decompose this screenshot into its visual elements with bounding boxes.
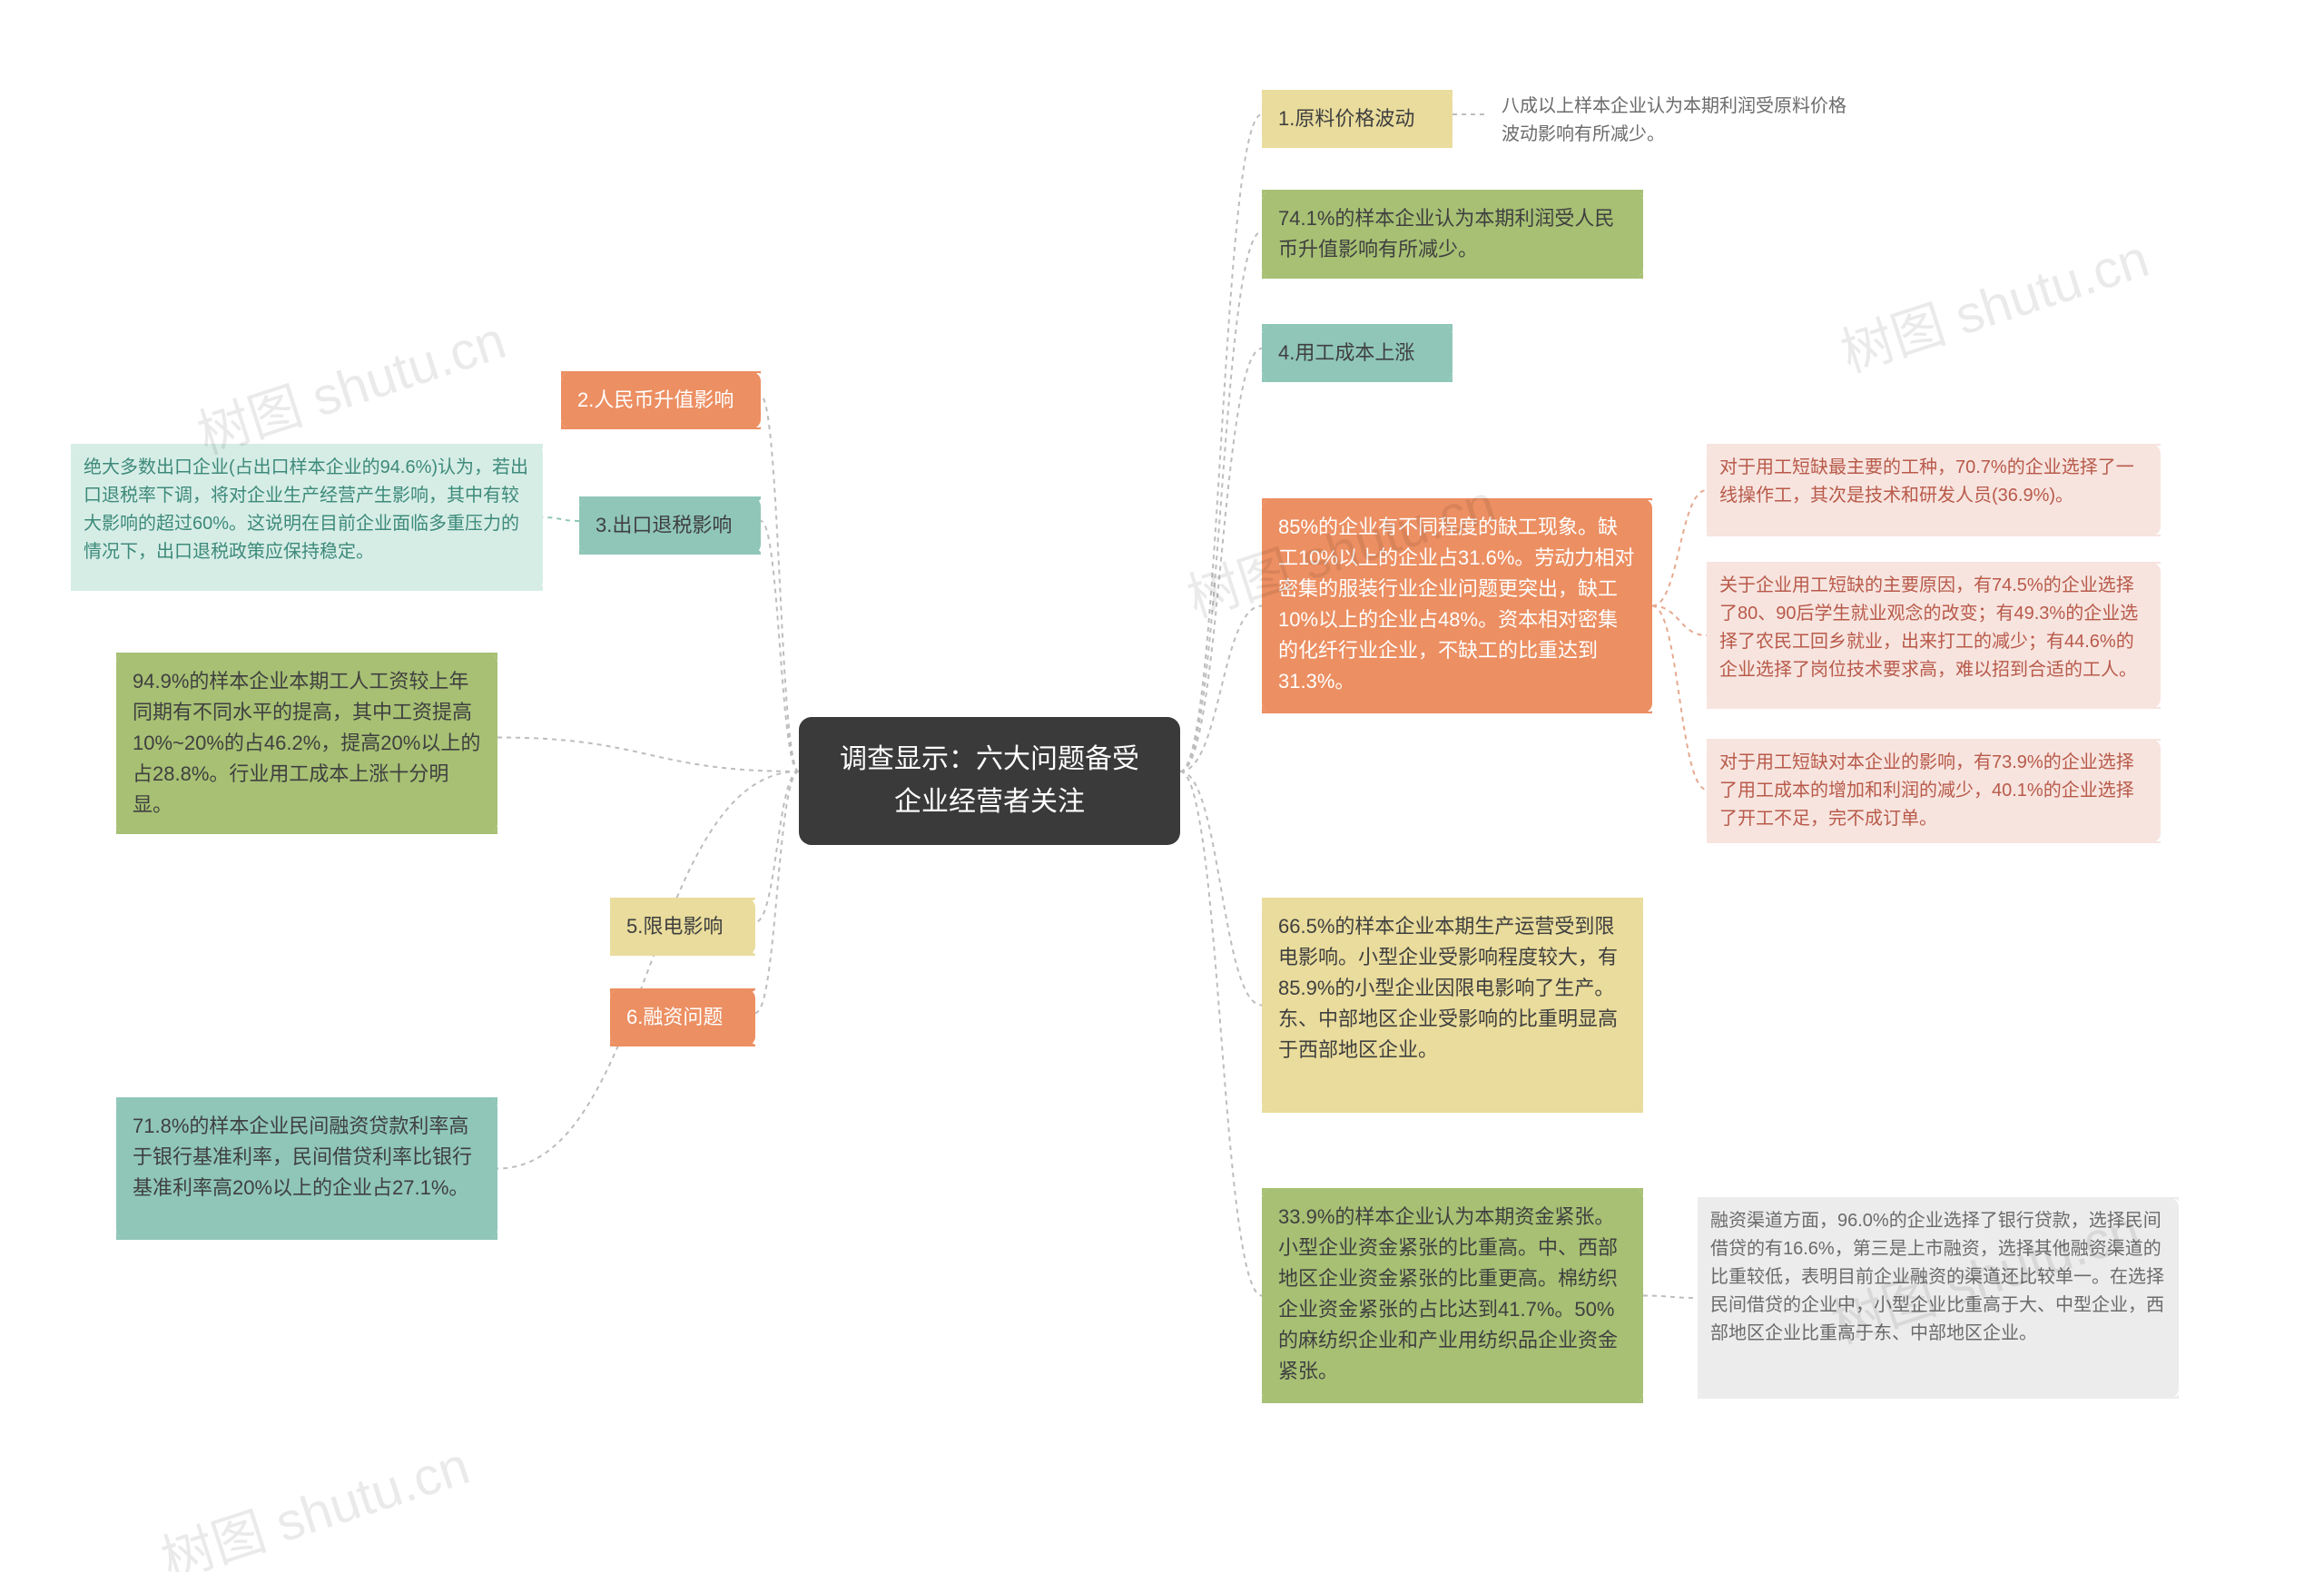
connector	[497, 738, 799, 772]
node-text: 对于用工短缺对本企业的影响，有73.9%的企业选择了用工成本的增加和利润的减少，…	[1719, 752, 2134, 829]
watermark: 树图 shutu.cn	[1830, 216, 2157, 387]
node-l2[interactable]: 2.人民币升值影响	[561, 372, 761, 428]
connector	[1180, 349, 1262, 771]
connector	[1652, 606, 1707, 636]
connector	[1652, 606, 1707, 791]
node-r1d[interactable]: 八成以上样本企业认为本期利润受原料价格波动影响有所减少。	[1489, 84, 1870, 158]
node-text: 3.出口退税影响	[596, 514, 732, 536]
mindmap-canvas: 调查显示：六大问题备受企业经营者关注 2.人民币升值影响 3.出口退税影响 绝大多数出…	[0, 0, 2324, 1572]
connector	[1180, 231, 1262, 771]
connector	[1180, 771, 1262, 1006]
node-text: 对于用工短缺最主要的工种，70.7%的企业选择了一线操作工，其次是技术和研发人员…	[1719, 457, 2134, 506]
node-l3[interactable]: 3.出口退税影响	[579, 497, 761, 554]
node-text: 融资渠道方面，96.0%的企业选择了银行贷款，选择民间借贷的有16.6%，第三是…	[1710, 1211, 2164, 1343]
connector	[755, 771, 799, 1013]
node-text: 1.原料价格波动	[1278, 107, 1414, 130]
node-text: 71.8%的样本企业民间融资贷款利率高于银行基准利率，民间借贷利率比银行基准利率…	[133, 1115, 472, 1199]
connector	[761, 521, 799, 771]
connector	[1180, 771, 1262, 1296]
node-text: 85%的企业有不同程度的缺工现象。缺工10%以上的企业占31.6%。劳动力相对密…	[1278, 516, 1634, 693]
node-text: 关于企业用工短缺的主要原因，有74.5%的企业选择了80、90后学生就业观念的改…	[1719, 575, 2138, 680]
node-text: 2.人民币升值影响	[577, 388, 734, 411]
node-text: 绝大多数出口企业(占出口样本企业的94.6%)认为，若出口退税率下调，将对企业生…	[84, 457, 528, 562]
connector	[1643, 1296, 1698, 1299]
node-r1[interactable]: 1.原料价格波动	[1262, 91, 1452, 147]
node-r4[interactable]: 4.用工成本上涨	[1262, 325, 1452, 381]
node-rLc[interactable]: 对于用工短缺对本企业的影响，有73.9%的企业选择了用工成本的增加和利润的减少，…	[1707, 740, 2161, 842]
node-text: 66.5%的样本企业本期生产运营受到限电影响。小型企业受影响程度较大，有85.9…	[1278, 915, 1618, 1061]
watermark: 树图 shutu.cn	[151, 1423, 478, 1572]
watermark: 树图 shutu.cn	[187, 298, 514, 468]
connector	[497, 771, 799, 1169]
node-text: 6.融资问题	[626, 1006, 723, 1028]
node-l3d[interactable]: 绝大多数出口企业(占出口样本企业的94.6%)认为，若出口退税率下调，将对企业生…	[71, 445, 543, 590]
node-text: 4.用工成本上涨	[1278, 341, 1414, 364]
node-r2d[interactable]: 74.1%的样本企业认为本期利润受人民币升值影响有所减少。	[1262, 191, 1643, 278]
node-r6d[interactable]: 33.9%的样本企业认为本期资金紧张。小型企业资金紧张的比重高。中、西部地区企业…	[1262, 1189, 1643, 1402]
node-rLa[interactable]: 对于用工短缺最主要的工种，70.7%的企业选择了一线操作工，其次是技术和研发人员…	[1707, 445, 2161, 535]
node-l6[interactable]: 6.融资问题	[610, 989, 755, 1046]
node-r6dd[interactable]: 融资渠道方面，96.0%的企业选择了银行贷款，选择民间借贷的有16.6%，第三是…	[1698, 1198, 2179, 1398]
node-text: 74.1%的样本企业认为本期利润受人民币升值影响有所减少。	[1278, 207, 1614, 260]
node-text: 94.9%的样本企业本期工人工资较上年同期有不同水平的提高，其中工资提高10%~…	[133, 670, 480, 816]
connector	[1180, 114, 1262, 771]
node-l5[interactable]: 5.限电影响	[610, 899, 755, 955]
node-text: 33.9%的样本企业认为本期资金紧张。小型企业资金紧张的比重高。中、西部地区企业…	[1278, 1205, 1618, 1382]
node-text: 5.限电影响	[626, 915, 723, 938]
node-rLb[interactable]: 关于企业用工短缺的主要原因，有74.5%的企业选择了80、90后学生就业观念的改…	[1707, 563, 2161, 708]
node-l4d[interactable]: 94.9%的样本企业本期工人工资较上年同期有不同水平的提高，其中工资提高10%~…	[116, 653, 497, 833]
node-text: 八成以上样本企业认为本期利润受原料价格波动影响有所减少。	[1502, 96, 1846, 144]
connector	[755, 771, 799, 922]
node-r5d[interactable]: 66.5%的样本企业本期生产运营受到限电影响。小型企业受影响程度较大，有85.9…	[1262, 899, 1643, 1112]
connector	[543, 517, 579, 521]
connector	[1652, 490, 1707, 606]
root-node[interactable]: 调查显示：六大问题备受企业经营者关注	[799, 717, 1180, 845]
connector	[1180, 606, 1262, 772]
node-l6d[interactable]: 71.8%的样本企业民间融资贷款利率高于银行基准利率，民间借贷利率比银行基准利率…	[116, 1098, 497, 1239]
connector	[761, 396, 799, 771]
root-text: 调查显示：六大问题备受企业经营者关注	[840, 744, 1139, 817]
node-rL[interactable]: 85%的企业有不同程度的缺工现象。缺工10%以上的企业占31.6%。劳动力相对密…	[1262, 499, 1652, 712]
